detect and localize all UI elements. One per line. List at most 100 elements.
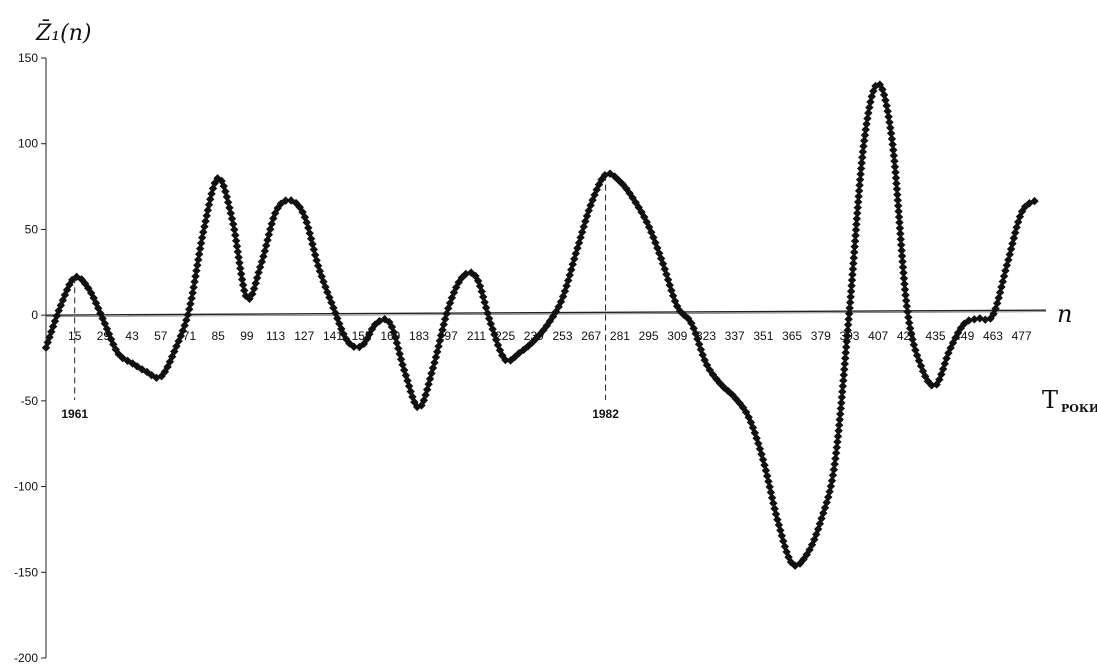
data-point-marker: [900, 285, 910, 294]
data-point-marker: [231, 236, 241, 245]
data-point-marker: [1015, 212, 1025, 221]
data-point-marker: [157, 372, 166, 381]
data-point-marker: [999, 271, 1009, 281]
data-point-marker: [232, 242, 242, 251]
data-point-marker: [882, 101, 891, 110]
data-point-marker: [672, 302, 682, 311]
x-tick-label: 71: [183, 329, 197, 343]
data-point-marker: [846, 287, 856, 296]
data-point-marker: [853, 203, 862, 212]
data-point-marker: [886, 123, 895, 133]
data-point-marker: [844, 309, 854, 318]
data-point-marker: [506, 356, 515, 365]
data-point-marker: [849, 259, 858, 268]
data-point-marker: [658, 259, 668, 268]
data-point-marker: [167, 352, 177, 361]
data-point-marker: [192, 266, 201, 275]
data-point-marker: [850, 242, 859, 251]
data-point-marker: [834, 426, 843, 435]
data-point-marker: [715, 379, 725, 388]
data-point-marker: [554, 302, 563, 311]
data-point-marker: [890, 162, 900, 171]
data-point-marker: [964, 316, 974, 325]
data-point-marker: [236, 264, 245, 273]
data-point-marker: [766, 488, 776, 497]
y-tick-label: 0: [31, 308, 38, 322]
data-point-marker: [510, 352, 520, 362]
y-tick-label: 50: [25, 222, 39, 236]
x-tick-label: 57: [154, 329, 168, 343]
x-axis-title-t-sub: РОКИ: [1061, 402, 1097, 415]
data-point-marker: [812, 530, 821, 539]
data-point-marker: [231, 230, 240, 240]
x-tick-label: 183: [409, 329, 429, 343]
data-point-marker: [822, 498, 831, 507]
data-point-marker: [896, 229, 905, 238]
data-point-marker: [576, 233, 585, 242]
data-point-marker: [903, 307, 912, 316]
data-point-marker: [170, 347, 179, 356]
data-point-marker: [893, 190, 902, 199]
data-point-marker: [195, 244, 205, 253]
data-point-marker: [194, 249, 204, 259]
data-point-marker: [545, 316, 555, 326]
x-tick-label: 463: [983, 329, 1003, 343]
data-point-marker: [834, 420, 844, 430]
data-point-marker: [754, 439, 763, 448]
data-point-marker: [662, 270, 671, 279]
data-point-marker: [899, 268, 908, 277]
data-point-marker: [833, 432, 843, 441]
data-point-marker: [560, 287, 570, 296]
data-point-marker: [889, 151, 899, 160]
data-point-marker: [842, 337, 851, 346]
x-axis-line: [45, 309, 1047, 316]
data-point-marker: [1008, 239, 1017, 248]
data-point-marker: [349, 342, 359, 351]
y-tick-label: -100: [14, 480, 38, 494]
data-point-marker: [860, 136, 869, 145]
data-point-marker: [898, 257, 907, 266]
y-tick-label: -150: [14, 565, 38, 579]
data-point-marker: [570, 254, 579, 264]
data-point-marker: [855, 175, 865, 184]
data-point-marker: [863, 114, 872, 123]
data-point-marker: [843, 320, 853, 329]
data-point-marker: [836, 409, 845, 419]
data-point-marker: [286, 196, 296, 205]
data-markers: [41, 80, 1039, 570]
data-point-marker: [640, 212, 649, 222]
data-point-marker: [897, 240, 906, 250]
data-point-marker: [887, 134, 897, 144]
data-point-marker: [799, 555, 808, 564]
data-point-marker: [897, 251, 907, 261]
data-point-marker: [840, 359, 849, 369]
data-point-marker: [190, 277, 199, 287]
data-point-marker: [837, 398, 846, 408]
data-point-marker: [774, 520, 784, 530]
data-point-marker: [839, 376, 848, 385]
data-point-marker: [890, 156, 899, 166]
y-tick-label: -200: [14, 651, 38, 665]
data-point-marker: [902, 302, 912, 311]
data-point-marker: [827, 476, 837, 485]
data-point-marker: [986, 314, 995, 323]
data-point-marker: [825, 487, 834, 496]
data-point-marker: [895, 223, 905, 233]
data-point-marker: [52, 311, 62, 321]
data-point-marker: [668, 291, 678, 301]
data-point-marker: [916, 361, 926, 371]
data-point-marker: [851, 225, 861, 235]
data-point-marker: [202, 211, 211, 220]
x-tick-label: 211: [467, 329, 486, 343]
data-point-marker: [622, 184, 631, 193]
data-point-marker: [501, 355, 510, 365]
data-point-marker: [584, 206, 593, 215]
data-point-marker: [174, 336, 183, 346]
data-point-marker: [826, 481, 836, 491]
data-point-marker: [761, 466, 771, 475]
annotation-label: 1982: [592, 407, 619, 421]
data-point-marker: [644, 222, 654, 232]
x-tick-label: 99: [240, 329, 254, 343]
data-point-marker: [817, 514, 826, 523]
data-point-marker: [879, 90, 889, 100]
